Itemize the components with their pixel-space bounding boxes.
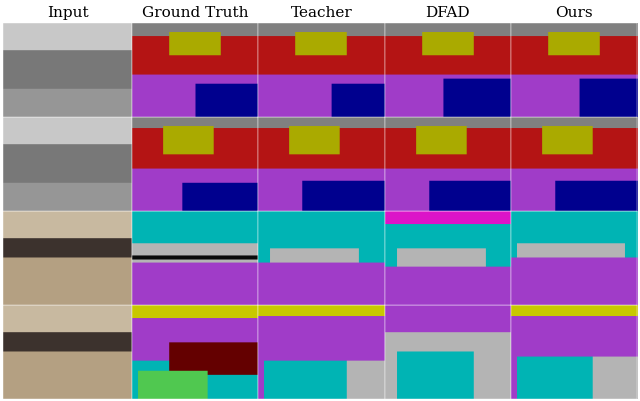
Text: Input: Input <box>47 6 88 20</box>
Text: DFAD: DFAD <box>426 6 470 20</box>
Text: Ours: Ours <box>555 6 593 20</box>
Text: Ground Truth: Ground Truth <box>142 6 248 20</box>
Text: Teacher: Teacher <box>291 6 353 20</box>
